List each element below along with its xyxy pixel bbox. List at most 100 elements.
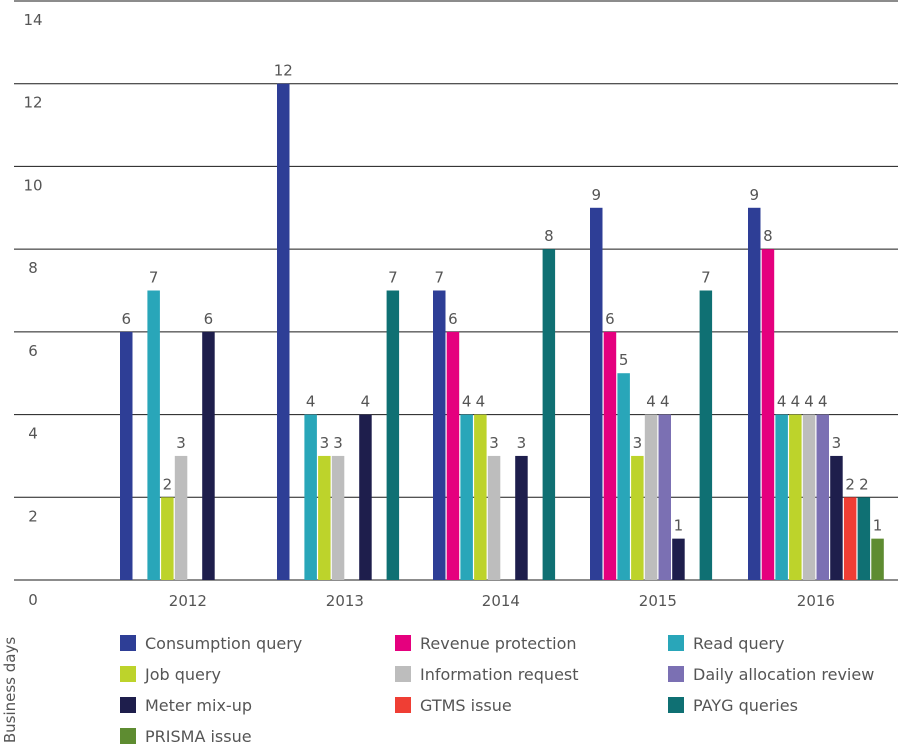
bar <box>474 414 487 580</box>
data-label: 8 <box>544 227 554 245</box>
bar <box>542 249 556 580</box>
legend-swatch <box>395 666 411 682</box>
bar <box>277 83 290 580</box>
data-label: 7 <box>388 269 398 287</box>
y-tick-label: 14 <box>23 11 42 29</box>
legend-item: PRISMA issue <box>120 725 252 747</box>
legend-swatch <box>120 697 136 713</box>
data-label: 2 <box>163 475 173 493</box>
bar <box>816 414 829 580</box>
y-tick-label: 4 <box>28 425 38 443</box>
y-tick-label: 12 <box>23 94 42 112</box>
data-label: 4 <box>777 393 787 411</box>
bar <box>590 207 603 581</box>
bar <box>161 497 174 580</box>
legend-label: PRISMA issue <box>145 726 252 746</box>
y-axis-label: Business days <box>0 630 20 750</box>
bar <box>359 414 372 580</box>
bar <box>617 373 630 580</box>
bar <box>446 331 460 580</box>
bar <box>460 414 473 580</box>
data-label: 3 <box>333 434 343 452</box>
bar <box>699 290 713 580</box>
data-label: 9 <box>749 186 759 204</box>
legend-item: Consumption query <box>120 632 302 654</box>
legend-item: GTMS issue <box>395 694 512 716</box>
legend-swatch <box>120 635 136 651</box>
bar <box>830 455 843 580</box>
data-label: 6 <box>448 310 458 328</box>
bar <box>202 331 215 580</box>
y-axis-label-text: Business days <box>1 636 19 744</box>
data-label: 4 <box>660 393 670 411</box>
data-label: 7 <box>149 269 159 287</box>
data-label: 4 <box>804 393 814 411</box>
legend-swatch <box>668 666 684 682</box>
data-label: 9 <box>591 186 601 204</box>
bar <box>487 455 501 580</box>
bar <box>331 455 345 580</box>
data-label: 3 <box>517 434 527 452</box>
x-tick-label: 2015 <box>639 592 677 610</box>
x-tick-label: 2014 <box>482 592 520 610</box>
data-label: 12 <box>274 62 293 80</box>
bar <box>761 249 775 580</box>
bar <box>174 455 188 580</box>
legend-label: Revenue protection <box>420 633 577 653</box>
legend-label: Information request <box>420 664 579 684</box>
legend-swatch <box>668 697 684 713</box>
bar <box>386 290 400 580</box>
legend-label: Job query <box>145 664 221 684</box>
legend-item: Job query <box>120 663 221 685</box>
bar <box>318 455 331 580</box>
bar <box>857 497 871 580</box>
bar <box>871 538 884 580</box>
data-label: 4 <box>476 393 486 411</box>
bar <box>433 290 446 580</box>
data-label: 4 <box>818 393 828 411</box>
bar <box>304 414 317 580</box>
data-label: 5 <box>619 351 629 369</box>
y-tick-label: 10 <box>23 176 42 194</box>
legend-item: Daily allocation review <box>668 663 874 685</box>
data-label: 4 <box>646 393 656 411</box>
legend-label: Daily allocation review <box>693 664 875 684</box>
legend-swatch <box>668 635 684 651</box>
data-label: 3 <box>176 434 186 452</box>
legend-swatch <box>120 728 136 744</box>
bar <box>603 331 617 580</box>
y-tick-label: 0 <box>28 591 38 609</box>
legend-label: GTMS issue <box>420 695 512 715</box>
data-label: 7 <box>434 269 444 287</box>
data-label: 3 <box>832 434 842 452</box>
y-tick-label: 2 <box>28 507 38 525</box>
bar <box>748 207 761 581</box>
bar <box>644 414 658 580</box>
bar <box>789 414 802 580</box>
data-label: 4 <box>361 393 371 411</box>
x-tick-label: 2013 <box>326 592 364 610</box>
data-label: 4 <box>791 393 801 411</box>
legend: Consumption query Revenue protection Read … <box>120 632 890 750</box>
y-tick-label: 8 <box>28 259 38 277</box>
bar <box>631 455 644 580</box>
data-label: 6 <box>605 310 615 328</box>
y-tick-label: 6 <box>28 342 38 360</box>
bar <box>802 414 816 580</box>
data-label: 8 <box>763 227 773 245</box>
bar <box>147 290 160 580</box>
legend-label: Consumption query <box>145 633 303 653</box>
data-label: 6 <box>204 310 214 328</box>
data-label: 1 <box>674 517 684 535</box>
data-label: 6 <box>121 310 131 328</box>
data-label: 7 <box>701 269 711 287</box>
data-label: 4 <box>306 393 316 411</box>
legend-item: Meter mix-up <box>120 694 252 716</box>
legend-item: Read query <box>668 632 784 654</box>
data-label: 3 <box>633 434 643 452</box>
x-tick-label: 2012 <box>169 592 207 610</box>
legend-item: Information request <box>395 663 579 685</box>
legend-label: Meter mix-up <box>145 695 252 715</box>
bar <box>658 414 671 580</box>
